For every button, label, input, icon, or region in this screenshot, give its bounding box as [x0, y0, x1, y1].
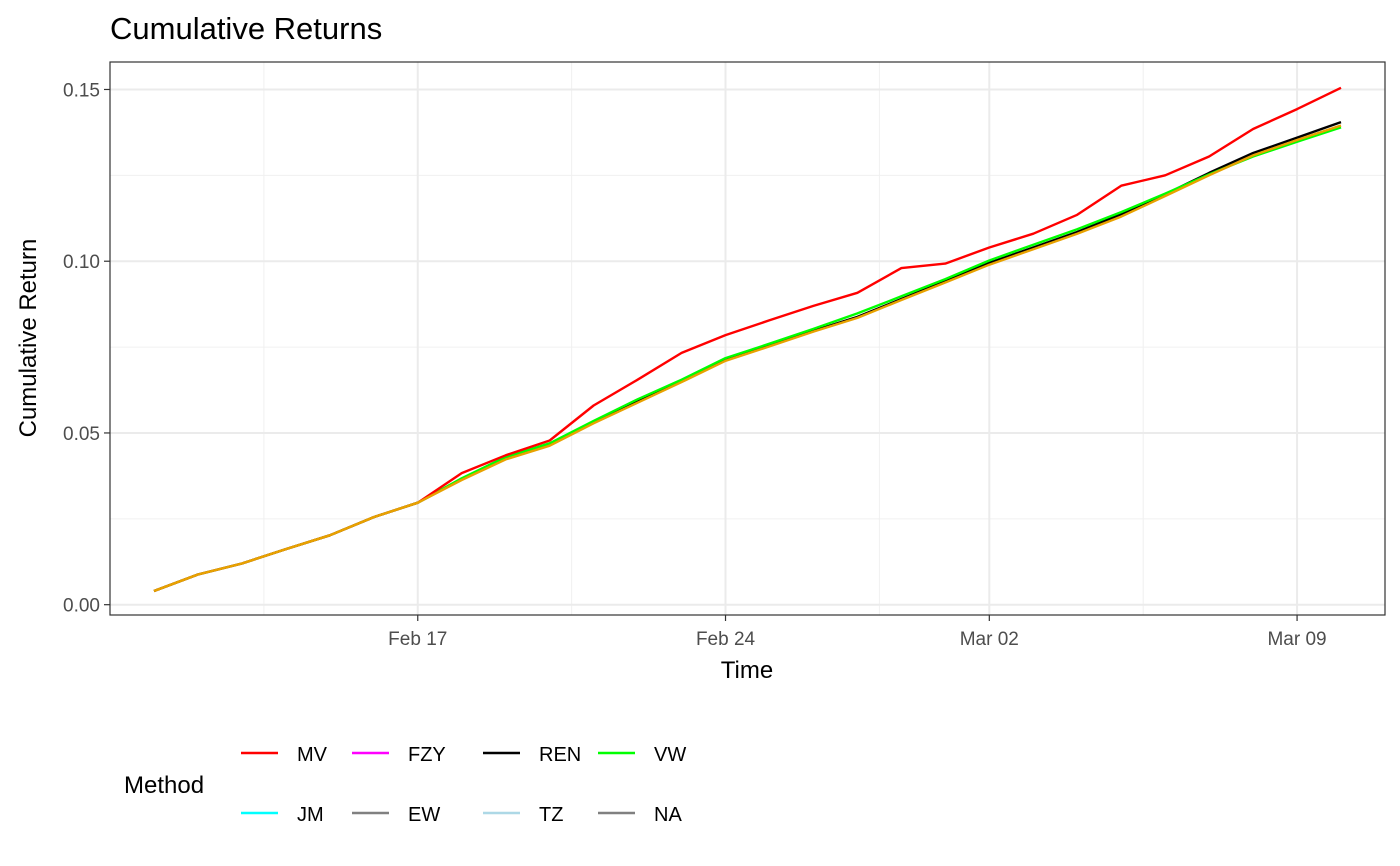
legend-label-ew: EW: [408, 804, 440, 826]
x-tick-label: Mar 02: [960, 629, 1019, 650]
legend-title: Method: [124, 772, 204, 799]
minor-gridlines: [110, 62, 1385, 615]
x-axis-title: Time: [721, 657, 773, 684]
y-axis: 0.00 0.05 0.10 0.15: [63, 80, 110, 617]
chart-title: Cumulative Returns: [110, 11, 382, 46]
series-line-orange: [153, 124, 1342, 593]
y-tick-label: 0.00: [63, 596, 100, 617]
legend-label-tz: TZ: [539, 804, 563, 826]
y-tick-label: 0.15: [63, 80, 100, 101]
y-tick-label: 0.05: [63, 424, 100, 445]
legend: Method MV FZY REN VW JM EW TZ NA: [124, 744, 686, 826]
legend-label-fzy: FZY: [408, 744, 446, 766]
legend-label-ren: REN: [539, 744, 581, 766]
series-lines: [153, 86, 1342, 593]
legend-label-vw: VW: [654, 744, 686, 766]
legend-label-na: NA: [654, 804, 682, 826]
y-axis-title: Cumulative Return: [15, 239, 42, 438]
x-tick-label: Feb 17: [388, 629, 447, 650]
x-tick-label: Feb 24: [696, 629, 756, 650]
x-axis: Feb 17 Feb 24 Mar 02 Mar 09: [388, 615, 1327, 650]
legend-label-jm: JM: [297, 804, 324, 826]
major-gridlines: [110, 62, 1385, 615]
x-tick-label: Mar 09: [1267, 629, 1326, 650]
plot-panel-border: [109, 61, 1386, 616]
legend-items: MV FZY REN VW JM EW TZ NA: [241, 744, 686, 826]
legend-label-mv: MV: [297, 744, 328, 766]
y-tick-label: 0.10: [63, 252, 100, 273]
